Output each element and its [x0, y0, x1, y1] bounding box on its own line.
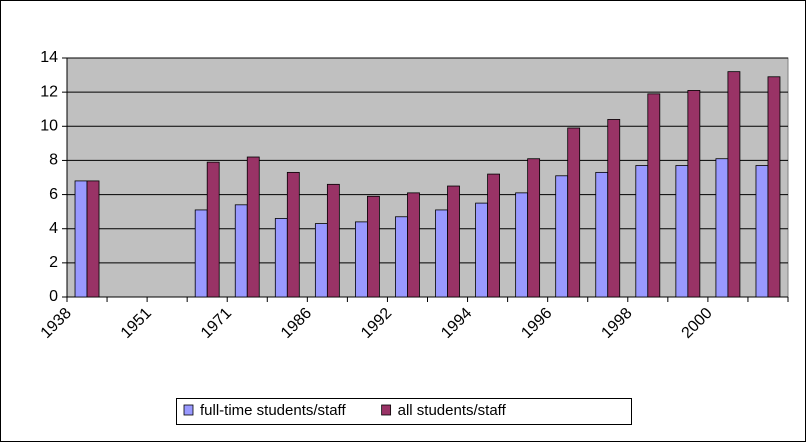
- bar: [727, 71, 741, 298]
- bar: [206, 161, 220, 298]
- bar: [675, 165, 689, 298]
- bar: [326, 183, 340, 298]
- bar: [246, 156, 260, 298]
- y-tick-label: 14: [40, 49, 58, 66]
- bar: [595, 171, 609, 298]
- legend-label: full-time students/staff: [200, 402, 346, 419]
- bar: [286, 171, 300, 298]
- legend-swatch: [183, 404, 194, 416]
- legend-swatch: [381, 404, 392, 416]
- y-tick-label: 10: [40, 118, 58, 135]
- bar: [635, 165, 649, 298]
- bar: [715, 158, 729, 298]
- bar: [527, 158, 541, 298]
- bar: [435, 209, 448, 298]
- legend-label: all students/staff: [398, 402, 507, 419]
- bar: [515, 192, 529, 298]
- bar: [447, 185, 460, 298]
- y-tick-label: 12: [40, 83, 58, 100]
- bar: [86, 180, 100, 298]
- legend: [176, 398, 632, 425]
- bar: [274, 218, 288, 298]
- bar: [607, 119, 621, 298]
- plot-area: [66, 57, 789, 298]
- bar: [314, 223, 328, 298]
- bar: [555, 175, 569, 298]
- bar: [234, 204, 248, 298]
- bar: [395, 216, 408, 298]
- bar: [687, 90, 701, 298]
- bar: [475, 202, 488, 298]
- bar: [74, 180, 88, 298]
- bar: [367, 195, 380, 298]
- y-tick-label: 6: [49, 186, 58, 203]
- bar: [487, 173, 500, 298]
- bar: [355, 221, 368, 298]
- bar: [755, 165, 769, 298]
- y-tick-label: 2: [49, 254, 58, 271]
- bar: [194, 209, 208, 298]
- bar: [407, 192, 420, 298]
- y-tick-label: 4: [49, 220, 58, 237]
- y-tick-label: 0: [49, 288, 58, 305]
- bar: [567, 127, 581, 298]
- bar: [647, 93, 661, 298]
- bar: [767, 76, 781, 298]
- y-tick-label: 8: [49, 152, 58, 169]
